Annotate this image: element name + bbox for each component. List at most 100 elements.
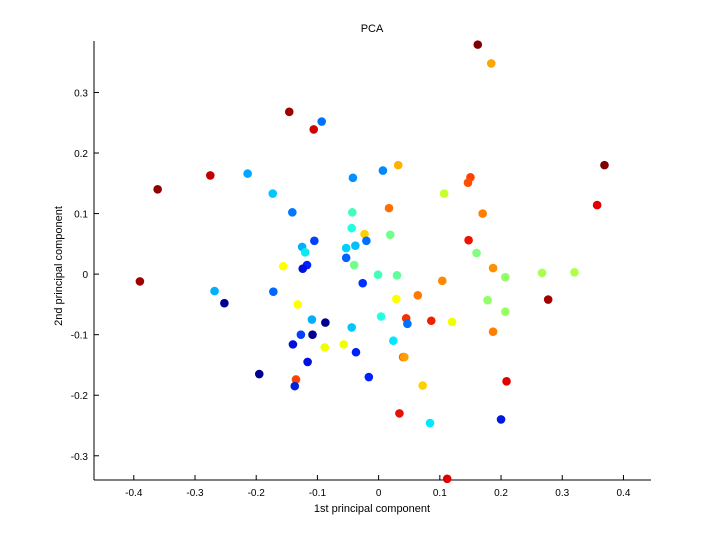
scatter-point [543,295,553,304]
x-tick-label: 0.4 [617,488,631,499]
scatter-point [341,253,351,263]
scatter-point [269,287,278,296]
scatter-point [210,286,219,296]
x-tick-label: -0.3 [186,488,204,499]
scatter-point [385,230,395,240]
scatter-point [464,235,473,245]
y-tick-label: 0 [82,270,88,281]
scatter-point [392,294,401,304]
y-tick-label: 0.1 [74,210,88,221]
scatter-point [447,317,457,327]
scatter-point [296,330,306,339]
scatter-point [362,236,371,246]
scatter-point [426,316,436,326]
scatter-point [268,189,278,198]
scatter-point [389,336,398,346]
scatter-point [291,375,301,384]
x-tick-label: 0 [376,488,382,499]
scatter-point [341,243,351,253]
x-axis-label: 1st principal component [314,503,430,515]
scatter-point [472,248,481,258]
scatter-point [592,200,602,210]
scatter-point [310,236,319,246]
scatter-point [254,369,264,379]
scatter-point [496,415,506,424]
scatter-point [376,312,386,321]
scatter-point [570,268,579,277]
scatter-point [309,125,319,134]
scatter-points [135,40,609,484]
scatter-point [378,166,388,175]
scatter-point [600,160,609,170]
scatter-point [300,248,310,257]
scatter-point [425,418,435,428]
scatter-point [349,260,359,270]
scatter-point [135,277,145,286]
scatter-point [220,298,229,308]
scatter-point [384,203,394,213]
scatter-point [413,291,423,300]
scatter-point [473,40,483,49]
y-tick-label: -0.1 [71,331,89,342]
scatter-point [307,315,317,324]
y-tick-label: -0.2 [71,391,89,402]
scatter-point [400,352,409,362]
scatter-point [483,295,492,305]
scatter-point [537,268,547,278]
scatter-point [288,208,297,217]
scatter-point [360,229,369,239]
y-tick-label: -0.3 [71,452,89,463]
scatter-point [501,272,510,282]
scatter-point [317,117,326,126]
scatter-point [364,372,374,382]
scatter-point [437,276,447,286]
scatter-point [347,323,356,332]
scatter-point [348,208,357,217]
scatter-point [488,327,498,336]
y-tick-label: 0.3 [74,88,88,99]
scatter-point [320,343,330,352]
scatter-point [403,319,412,329]
scatter-point [418,381,427,390]
y-axis-ticks: -0.3 -0.2 -0.1 0 0.1 0.2 0.3 [71,88,99,463]
scatter-point [392,271,402,280]
scatter-point [486,59,496,68]
x-tick-label: -0.1 [309,488,327,499]
scatter-point [393,160,403,170]
scatter-point [478,209,487,218]
scatter-point [358,278,368,288]
scatter-point [351,347,361,357]
scatter-point [339,340,349,349]
scatter-point [290,381,300,391]
scatter-point [284,107,294,117]
scatter-point [463,178,473,187]
chart-title: PCA [361,23,384,35]
scatter-point [205,171,215,180]
scatter-point [442,474,452,484]
scatter-point [351,241,360,250]
x-tick-label: -0.2 [248,488,266,499]
scatter-point [298,264,308,273]
scatter-point [153,185,162,194]
scatter-point [303,357,312,367]
x-tick-label: 0.2 [494,488,508,499]
x-tick-label: 0.1 [433,488,447,499]
scatter-point [347,223,356,233]
scatter-point [243,169,252,178]
scatter-point [288,340,298,349]
scatter-point [293,300,303,309]
scatter-point [278,261,288,271]
scatter-point [501,307,510,316]
scatter-point [373,270,383,280]
scatter-point [502,377,511,386]
axes [93,41,651,481]
scatter-point [439,189,449,198]
scatter-point [321,318,330,327]
x-tick-label: 0.3 [555,488,569,499]
scatter-point [348,173,358,183]
y-tick-label: 0.2 [74,149,88,160]
x-tick-label: -0.4 [125,488,143,499]
scatter-point [308,330,317,339]
